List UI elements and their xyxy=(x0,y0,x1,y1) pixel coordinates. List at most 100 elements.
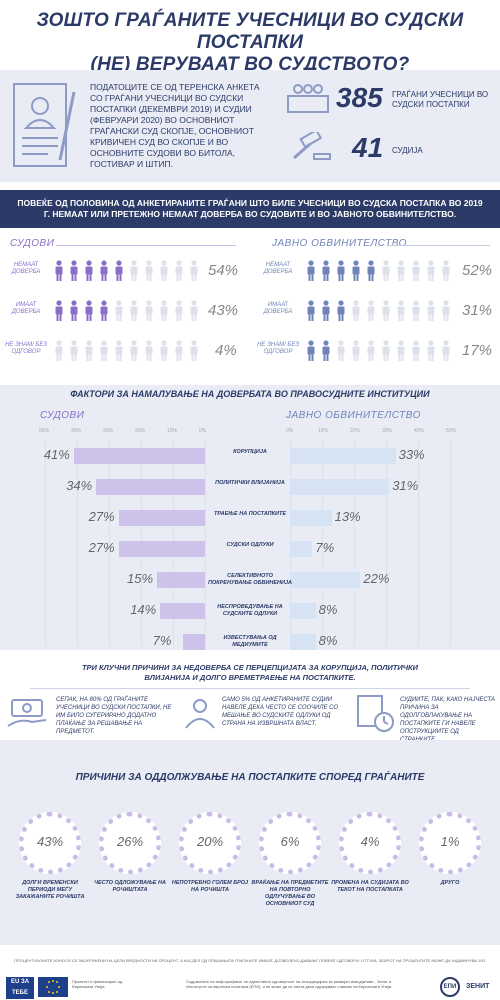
prosecution-person-icon xyxy=(427,260,435,281)
eu-flag-icon xyxy=(38,977,68,997)
courts-pct: 54% xyxy=(208,262,239,279)
delay-value: 20% xyxy=(196,834,224,849)
courts-person-icon xyxy=(145,340,153,361)
delay-value: 26% xyxy=(116,834,144,849)
factor-label: СУДСКИ ОДЛУКИ xyxy=(226,542,274,548)
grid-line xyxy=(450,436,451,646)
citizens-stat: 385 xyxy=(336,82,383,114)
factor-label: ПОЛИТИЧКИ ВЛИЈАНИЈА xyxy=(215,480,285,486)
courts-pct: 43% xyxy=(208,302,239,319)
courts-person-icon xyxy=(55,260,63,281)
delay-label: ДРУГО xyxy=(440,880,460,886)
money-hand-icon xyxy=(7,699,47,727)
prosecution-bar xyxy=(290,634,316,650)
grid-line xyxy=(354,436,355,646)
grid-line xyxy=(322,436,323,646)
prosecution-person-icon xyxy=(337,340,345,361)
eu-logo: EU ЗА ТЕБЕ xyxy=(6,977,34,999)
prosecution-person-icon xyxy=(412,340,420,361)
axis-tick-label: 10% xyxy=(318,428,329,434)
grid-line xyxy=(109,436,110,646)
headline-banner: ПОВЕЌЕ ОД ПОЛОВИНА ОД АНКЕТИРАНИТЕ ГРАЃА… xyxy=(0,190,500,228)
courts-person-icon xyxy=(70,300,78,321)
prosecution-person-icon xyxy=(442,300,450,321)
courts-person-icon xyxy=(55,300,63,321)
courts-bar-label: 27% xyxy=(88,509,115,524)
prosecution-person-icon xyxy=(442,260,450,281)
courts-bar-label: 41% xyxy=(43,447,70,462)
delay-label: ВРАЌАЊЕ НА ПРЕДМЕТИТЕ НА ПОВТОРНО ОДЛУЧУ… xyxy=(251,880,329,907)
footnote: ПРОЦЕНТУАЛНИТЕ ИЗНОСИ СЕ ЗАОКРУЖЕНИ НА Ц… xyxy=(14,958,486,963)
prosecution-pct: 17% xyxy=(462,342,493,359)
courts-bar xyxy=(118,510,205,526)
prosecution-bar xyxy=(290,603,316,619)
prosecution-bar xyxy=(290,448,396,464)
prosecution-person-icon xyxy=(442,340,450,361)
grid-line xyxy=(77,436,78,646)
courts-person-icon xyxy=(100,340,108,361)
prosecution-person-icon xyxy=(367,340,375,361)
key-box-2: САМО 5% ОД АНКЕТИРАНИТЕ СУДИИ НАВЕЛЕ ДЕК… xyxy=(222,697,339,727)
factors-title: ФАКТОРИ ЗА НАМАЛУВАЊЕ НА ДОВЕРБАТА ВО ПР… xyxy=(70,389,430,399)
courts-person-icon xyxy=(115,340,123,361)
divider xyxy=(30,688,470,689)
courts-person-icon xyxy=(160,340,168,361)
delay-label: ЧЕСТО ОДЛОЖУВАЊЕ НА РОЧИШТАТА xyxy=(94,880,166,893)
prosecution-pct: 52% xyxy=(462,262,493,279)
axis-tick-label: 0% xyxy=(199,428,207,434)
delays-title: ПРИЧИНИ ЗА ОДДОЛЖУВАЊЕ НА ПОСТАПКИТЕ СПО… xyxy=(75,772,425,783)
factor-label: НЕСПРОВЕДУВАЊЕ НА СУДСКИТЕ ОДЛУКИ xyxy=(217,604,283,617)
prosecution-bar-label: 31% xyxy=(392,478,419,493)
footer: EU ЗА ТЕБЕ Проектот е финансиран од Евро… xyxy=(0,975,500,1000)
courts-bar xyxy=(182,634,205,650)
courtroom-icon xyxy=(287,84,329,113)
grid-line xyxy=(418,436,419,646)
row-label: НЕМААТ ДОВЕРБА xyxy=(11,262,41,275)
courts-person-icon xyxy=(145,300,153,321)
courts-person-icon xyxy=(115,260,123,281)
courts-bar-label: 34% xyxy=(66,478,93,493)
axis-tick-label: 20% xyxy=(350,428,361,434)
courts-person-icon xyxy=(85,300,93,321)
key-reasons-title: ТРИ КЛУЧНИ ПРИЧИНИ ЗА НЕДОВЕРБА СЕ ПЕРЦЕ… xyxy=(81,663,419,682)
grid-line xyxy=(45,436,46,646)
row-label: ИМААТ ДОВЕРБА xyxy=(11,302,41,315)
row-label: НЕ ЗНАМ/ БЕЗ ОДГОВОР xyxy=(257,342,299,355)
courts-person-icon xyxy=(70,260,78,281)
prosecution-bar xyxy=(290,479,390,495)
prosecution-title: ЈАВНО ОБВИНИТЕЛСТВО xyxy=(272,238,407,249)
prosecution-person-icon xyxy=(307,260,315,281)
prosecution-person-icon xyxy=(307,340,315,361)
courts-person-icon xyxy=(100,300,108,321)
axis-tick-label: 0% xyxy=(286,428,294,434)
axis-tick-label: 10% xyxy=(167,428,178,434)
prosecution-bar xyxy=(290,510,332,526)
prosecution-bar xyxy=(290,541,313,557)
courts-bar-label: 14% xyxy=(130,602,157,617)
axis-tick-label: 50% xyxy=(39,428,50,434)
row-label: НЕ ЗНАМ/ БЕЗ ОДГОВОР xyxy=(5,342,47,355)
delay-circle xyxy=(19,812,81,874)
prosecution-person-icon xyxy=(337,260,345,281)
judges-count: 41 xyxy=(352,132,384,163)
courts-person-icon xyxy=(130,260,138,281)
courts-person-icon xyxy=(100,260,108,281)
courts-person-icon xyxy=(175,340,183,361)
prosecution-person-icon xyxy=(427,340,435,361)
courts-person-icon xyxy=(160,300,168,321)
factors-courts-title: СУДОВИ xyxy=(40,410,85,421)
key-box-1: СЕПАК, НА 80% ОД ГРАЃАНИТЕ УЧЕСНИЦИ ВО С… xyxy=(56,697,172,735)
project-note: Проектот е финансиран од Европската Униј… xyxy=(72,979,123,989)
prosecution-bar-label: 8% xyxy=(318,602,338,617)
delay-value: 6% xyxy=(280,834,300,849)
divider xyxy=(388,245,490,246)
prosecution-pct: 31% xyxy=(462,302,493,319)
prosecution-person-icon xyxy=(367,300,375,321)
courts-person-icon xyxy=(85,260,93,281)
intro-text: ПОДАТОЦИТЕ СЕ ОД ТЕРЕНСКА АНКЕТА СО ГРАЃ… xyxy=(90,82,260,169)
delay-circle xyxy=(339,812,401,874)
courts-person-icon xyxy=(175,300,183,321)
epi-logo: ЕПИ xyxy=(440,977,460,997)
delay-circle xyxy=(419,812,481,874)
clock-document-icon xyxy=(357,695,394,732)
